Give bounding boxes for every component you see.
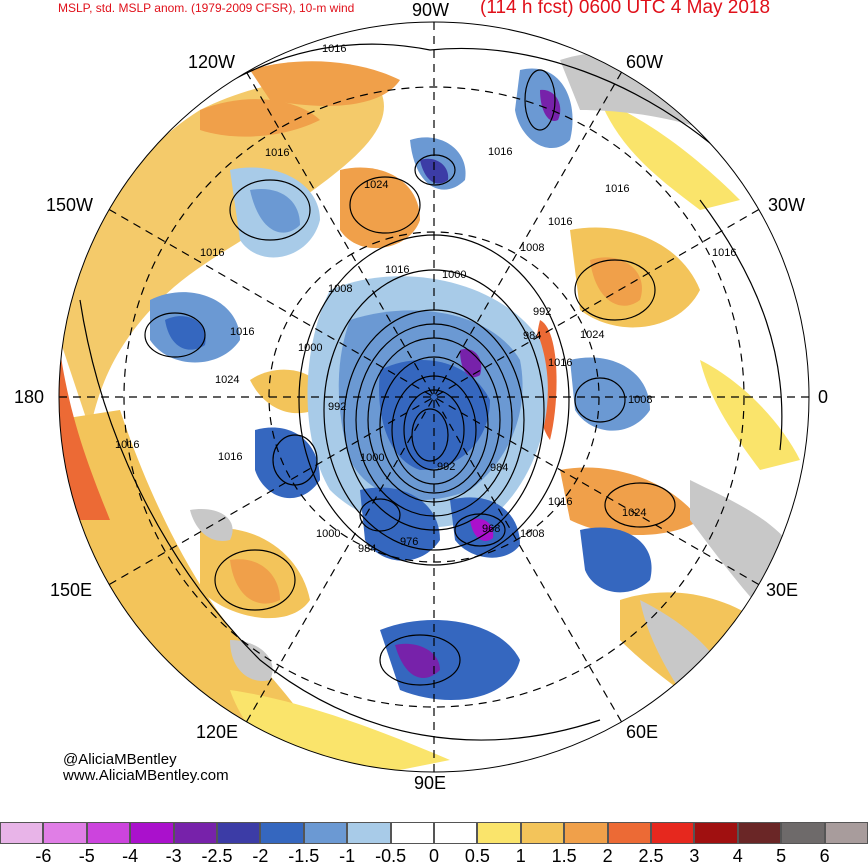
lon-label-30e: 30E [766, 580, 799, 600]
contour-label: 1016 [548, 496, 572, 508]
colorbar-tick-label: 2 [602, 846, 613, 866]
map-title-right: (114 h fcst) 0600 UTC 4 May 2018 [480, 0, 771, 18]
colorbar-tick-label: -2 [252, 846, 269, 866]
colorbar-swatch [260, 822, 304, 844]
colorbar-swatch [607, 822, 651, 844]
colorbar-tick-label: -0.5 [375, 846, 407, 866]
contour-label: 1016 [200, 247, 224, 259]
colorbar-tick-label: 0.5 [464, 846, 490, 866]
contour-label: 984 [523, 330, 541, 342]
colorbar-tick-label: 4 [732, 846, 743, 866]
map-disk: 1016 1016 1016 1016 1016 1016 1016 1016 … [59, 22, 809, 772]
credit-website: www.AliciaMBentley.com [63, 767, 229, 784]
lon-label-120e: 120E [196, 722, 239, 742]
lon-label-150w: 150W [46, 195, 94, 215]
contour-label: 1024 [580, 329, 604, 341]
contour-label: 1016 [265, 147, 289, 159]
contour-label: 1024 [364, 179, 388, 191]
contour-label: 1016 [385, 264, 409, 276]
contour-label: 1016 [488, 146, 512, 158]
colorbar-swatch [217, 822, 261, 844]
colorbar-tick-label: 2.5 [638, 846, 664, 866]
contour-label: 1000 [442, 269, 466, 281]
colorbar-tick-label: 1.5 [551, 846, 577, 866]
colorbar-tick-label: -5 [78, 846, 95, 866]
colorbar-swatch [303, 822, 348, 844]
lon-label-90w: 90W [412, 0, 450, 20]
colorbar-swatch [347, 822, 391, 844]
lon-label-30w: 30W [768, 195, 806, 215]
colorbar-swatch [694, 822, 738, 844]
colorbar-swatch [173, 822, 217, 844]
contour-label: 1016 [230, 326, 254, 338]
colorbar-tick-label: -2.5 [201, 846, 233, 866]
contour-label: 1008 [628, 394, 652, 406]
contour-label: 1000 [360, 452, 384, 464]
colorbar-swatch [130, 822, 174, 844]
contour-labels: 1016 1016 1016 1016 1016 1016 1016 1016 … [115, 43, 736, 555]
contour-label: 1016 [115, 439, 139, 451]
lon-label-90e: 90E [414, 773, 447, 793]
colorbar-swatch [781, 822, 825, 844]
colorbar-swatch [434, 822, 478, 844]
colorbar-swatch [477, 822, 521, 844]
contour-label: 1008 [520, 242, 544, 254]
lon-label-150e: 150E [50, 580, 93, 600]
colorbar-swatch [0, 822, 44, 844]
colorbar-tick-label: -1 [339, 846, 356, 866]
contour-label: 1016 [605, 183, 629, 195]
polar-map: 1016 1016 1016 1016 1016 1016 1016 1016 … [58, 21, 810, 773]
lon-label-60w: 60W [626, 52, 664, 72]
contour-label: 976 [400, 536, 418, 548]
contour-label: 1008 [328, 283, 352, 295]
lon-label-120w: 120W [188, 52, 236, 72]
colorbar-tick-label: -1.5 [288, 846, 320, 866]
colorbar-swatch [43, 822, 87, 844]
colorbar-swatch [824, 822, 868, 844]
contour-label: 1016 [548, 357, 572, 369]
colorbar [0, 822, 868, 846]
map-title-left: MSLP, std. MSLP anom. (1979-2009 CFSR), … [58, 1, 355, 15]
contour-label: 1024 [215, 374, 239, 386]
colorbar-swatch [390, 822, 434, 844]
contour-label: 984 [358, 543, 376, 555]
colorbar-tick-label: -6 [35, 846, 52, 866]
colorbar-tick-label: 3 [689, 846, 700, 866]
colorbar-tick-label: -4 [122, 846, 139, 866]
contour-label: 1000 [298, 342, 322, 354]
credit-handle: @AliciaMBentley [63, 751, 177, 768]
colorbar-swatch [737, 822, 782, 844]
graticule [59, 22, 809, 772]
contour-label: 1000 [316, 528, 340, 540]
contour-label: 1016 [712, 247, 736, 259]
colorbar-swatch [564, 822, 608, 844]
lon-label-60e: 60E [626, 722, 659, 742]
contour-label: 1016 [548, 216, 572, 228]
colorbar-swatch [651, 822, 695, 844]
contour-label: 992 [533, 306, 551, 318]
colorbar-tick-label: 6 [819, 846, 830, 866]
colorbar-swatch [86, 822, 131, 844]
contour-label: 968 [482, 523, 500, 535]
contour-label: 992 [437, 461, 455, 473]
lon-label-180: 180 [14, 387, 45, 407]
colorbar-swatch [520, 822, 565, 844]
contour-label: 1024 [622, 507, 646, 519]
contour-label: 984 [490, 462, 508, 474]
colorbar-tick-label: 5 [776, 846, 787, 866]
contour-label: 1016 [218, 451, 242, 463]
lon-label-0: 0 [818, 387, 829, 407]
contour-label: 1016 [322, 43, 346, 55]
map-border [58, 21, 810, 773]
colorbar-tick-label: -3 [165, 846, 182, 866]
contour-label: 992 [328, 401, 346, 413]
colorbar-tick-label: 1 [515, 846, 526, 866]
contour-label: 1008 [520, 528, 544, 540]
colorbar-tick-label: 0 [428, 846, 440, 866]
